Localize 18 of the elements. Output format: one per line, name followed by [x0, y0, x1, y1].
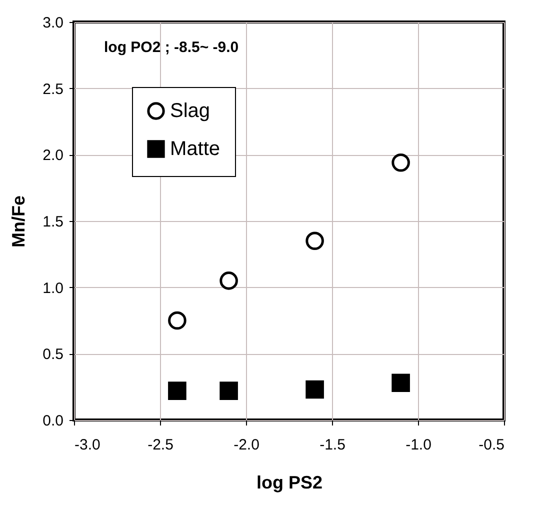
x-tick-label: -1.0: [406, 436, 432, 454]
x-tick-label: -1.5: [320, 436, 346, 454]
y-axis-title: Mn/Fe: [8, 196, 29, 248]
annotation: log PO2 ; -8.5~ -9.0: [104, 39, 239, 56]
y-tick-label: 1.5: [42, 214, 64, 230]
x-tick-label: -3.0: [74, 436, 100, 454]
x-axis-title: log PS2: [256, 472, 323, 492]
y-tick-label: 3.0: [42, 14, 64, 32]
x-tick-label: -0.5: [478, 436, 504, 454]
x-tick-label: -2.5: [148, 436, 174, 454]
x-tick-label: -2.0: [234, 436, 260, 454]
legend-label: Slag: [170, 100, 210, 122]
legend-label: Matte: [170, 138, 220, 160]
y-tick-label: 2.5: [42, 80, 64, 98]
y-tick-label: 1.0: [42, 280, 64, 297]
y-tick-label: 2.0: [42, 147, 64, 164]
y-tick-label: 0.5: [42, 346, 64, 364]
y-tick-label: 0.0: [42, 412, 64, 430]
